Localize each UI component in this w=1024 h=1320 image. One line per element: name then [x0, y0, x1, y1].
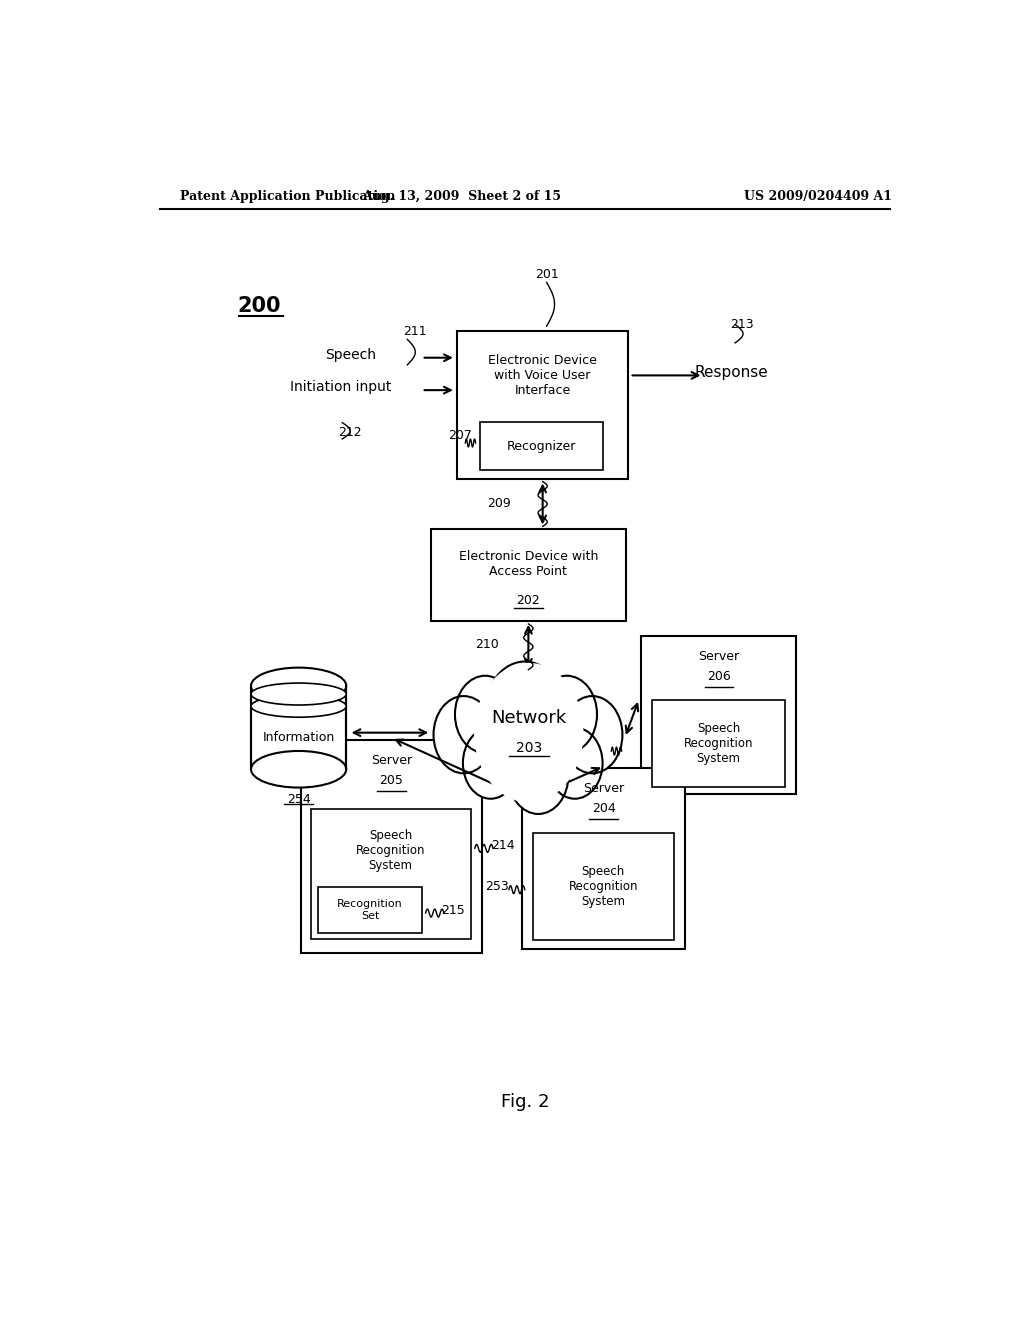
Bar	[532, 833, 674, 940]
Bar	[301, 739, 482, 953]
Text: 205: 205	[380, 774, 403, 787]
Text: 254: 254	[287, 792, 310, 805]
Circle shape	[475, 664, 583, 801]
Text: 201: 201	[535, 268, 558, 281]
Text: 202: 202	[516, 594, 541, 607]
Text: Recognition
Set: Recognition Set	[337, 899, 402, 921]
Text: 208: 208	[594, 741, 617, 752]
Text: 253: 253	[485, 880, 509, 894]
Text: Server: Server	[698, 649, 739, 663]
Ellipse shape	[251, 751, 346, 788]
Circle shape	[537, 676, 597, 752]
Text: Speech
Recognition
System: Speech Recognition System	[568, 865, 638, 908]
Bar	[641, 636, 797, 793]
Circle shape	[455, 676, 515, 752]
Text: Network: Network	[492, 709, 566, 727]
Bar	[310, 809, 471, 939]
Bar	[251, 686, 346, 770]
Text: Electronic Device with
Access Point: Electronic Device with Access Point	[459, 550, 598, 578]
Text: 211: 211	[403, 325, 427, 338]
Ellipse shape	[251, 696, 346, 717]
Text: Initiation input: Initiation input	[290, 380, 391, 395]
Text: Server: Server	[371, 754, 412, 767]
Circle shape	[485, 661, 564, 763]
Bar	[318, 887, 422, 933]
Bar	[458, 331, 628, 479]
Bar	[479, 421, 602, 470]
Circle shape	[463, 727, 518, 799]
Text: 210: 210	[475, 638, 499, 651]
Text: Recognizer: Recognizer	[507, 440, 575, 453]
Ellipse shape	[251, 668, 346, 704]
Text: Response: Response	[694, 364, 768, 380]
Bar	[652, 700, 785, 787]
Text: 212: 212	[338, 426, 362, 440]
Circle shape	[433, 696, 494, 774]
Text: Speech
Recognition
System: Speech Recognition System	[684, 722, 754, 764]
Text: 215: 215	[441, 903, 465, 916]
Text: 209: 209	[487, 498, 511, 511]
Text: 200: 200	[238, 296, 281, 315]
Text: Information: Information	[262, 731, 335, 744]
Text: 204: 204	[592, 803, 615, 816]
Text: Aug. 13, 2009  Sheet 2 of 15: Aug. 13, 2009 Sheet 2 of 15	[361, 190, 561, 202]
Text: Speech: Speech	[325, 347, 376, 362]
Bar	[431, 529, 626, 620]
Text: Patent Application Publication: Patent Application Publication	[179, 190, 395, 202]
Ellipse shape	[251, 682, 346, 705]
Text: 213: 213	[730, 318, 754, 331]
Bar	[522, 768, 685, 949]
Circle shape	[547, 727, 602, 799]
Text: 206: 206	[707, 671, 731, 684]
Text: 214: 214	[490, 838, 514, 851]
Circle shape	[562, 696, 623, 774]
Text: Electronic Device
with Voice User
Interface: Electronic Device with Voice User Interf…	[488, 354, 597, 397]
Text: 207: 207	[447, 429, 472, 442]
Text: US 2009/0204409 A1: US 2009/0204409 A1	[744, 190, 893, 202]
Text: 203: 203	[516, 741, 542, 755]
Text: Server: Server	[584, 781, 625, 795]
Text: Speech
Recognition
System: Speech Recognition System	[356, 829, 425, 873]
Circle shape	[508, 737, 568, 814]
Text: Fig. 2: Fig. 2	[501, 1093, 549, 1110]
